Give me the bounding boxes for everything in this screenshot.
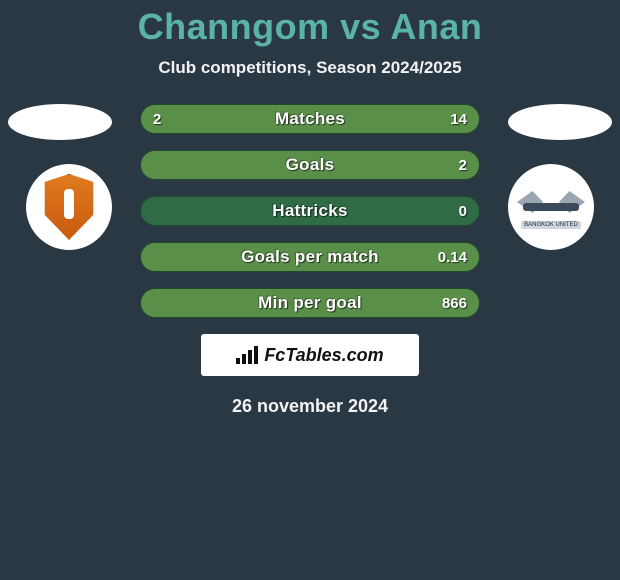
stat-row: Goals per match 0.14 <box>140 242 480 272</box>
stat-label: Matches <box>141 105 479 133</box>
infographic-root: Channgom vs Anan Club competitions, Seas… <box>0 0 620 580</box>
stat-bars: 2 Matches 14 Goals 2 Hattricks 0 <box>140 104 480 318</box>
stat-value-right: 2 <box>459 151 467 179</box>
brand-badge: FcTables.com <box>201 334 419 376</box>
brand-text: FcTables.com <box>264 345 383 366</box>
page-subtitle: Club competitions, Season 2024/2025 <box>0 58 620 78</box>
stat-row: Goals 2 <box>140 150 480 180</box>
club-badge-right: BANGKOK UNITED <box>508 164 594 250</box>
player-slot-left <box>8 104 112 140</box>
player-slot-right <box>508 104 612 140</box>
stat-row: 2 Matches 14 <box>140 104 480 134</box>
stat-label: Goals <box>141 151 479 179</box>
stat-row: Hattricks 0 <box>140 196 480 226</box>
stat-value-right: 0.14 <box>438 243 467 271</box>
date-stamp: 26 november 2024 <box>0 396 620 417</box>
club-badge-left <box>26 164 112 250</box>
stat-label: Hattricks <box>141 197 479 225</box>
shield-icon <box>42 174 96 240</box>
stat-label: Goals per match <box>141 243 479 271</box>
page-title: Channgom vs Anan <box>0 6 620 48</box>
stat-label: Min per goal <box>141 289 479 317</box>
club-badge-right-text: BANGKOK UNITED <box>521 221 581 229</box>
stat-row: Min per goal 866 <box>140 288 480 318</box>
bar-chart-icon <box>236 346 258 364</box>
wings-icon: BANGKOK UNITED <box>517 185 585 229</box>
stat-value-right: 0 <box>459 197 467 225</box>
stat-value-right: 14 <box>450 105 467 133</box>
stat-value-right: 866 <box>442 289 467 317</box>
comparison-area: BANGKOK UNITED 2 Matches 14 Goals 2 <box>0 104 620 417</box>
